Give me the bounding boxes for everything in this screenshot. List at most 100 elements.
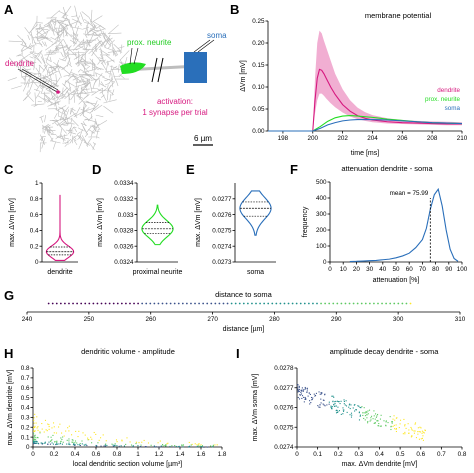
violin-proximal-neurite: 0.0324 0.0326 0.0328 0.033 0.0332 0.0334 proxi… [97,180,183,276]
scatter-point [393,424,395,426]
y-tick-label: 0.6 [21,385,30,392]
scatter-point [114,444,116,446]
scatter-point [59,443,62,445]
panel-label-f: F [290,162,298,177]
neurite-branch [46,128,50,133]
y-axis-label: max. ΔVm [mV] [97,198,104,247]
neurite-branch [113,51,117,57]
neurite-branch [62,142,69,144]
neurite-branch [57,21,69,26]
neurite-branch [94,130,100,133]
scatter-point [105,445,107,447]
violin-outline [239,190,272,236]
scatter-point [335,405,337,407]
neurite-branch [60,51,64,58]
neurite-branch [100,94,105,98]
y-axis-label: max. ΔVm [mV] [9,198,16,247]
neurite-branch [34,51,42,59]
scatter-point [143,439,145,442]
distance-point [214,302,217,305]
scatter-point [304,386,306,389]
scatter-point [44,441,46,443]
scatter-point [333,396,335,398]
scatter-point [97,442,99,444]
scatter-point [376,420,378,422]
distance-point [104,302,107,305]
neurite-branch [35,67,42,76]
neurite-branch [72,73,85,81]
distance-point [246,302,249,305]
neurite-branch [28,24,38,34]
scatter-point [343,403,345,405]
scatter-point [404,425,406,427]
scatter-point [47,443,49,445]
scatter-point [322,399,324,401]
neurite-branch [94,48,99,52]
scatter-point [311,399,313,401]
scatter-point [310,402,312,404]
neurite-branch [61,64,69,71]
distance-point [242,302,245,305]
x-tick-label: 250 [84,316,95,323]
scatter-point [395,428,397,430]
scatter-point [323,399,325,401]
scatter-point [321,392,323,394]
scatter-point [37,429,39,431]
scatter-point [140,444,142,446]
scatter-point [352,407,354,409]
scatter-point [214,444,216,446]
neurite-branch [81,122,86,132]
neurite-branch [89,104,100,114]
scatter-point [391,422,393,424]
neurite-branch [53,96,58,110]
scatter-point [367,422,369,424]
scatter-point [350,416,353,418]
panel-label-i: I [236,346,240,361]
scatter-point [111,443,113,445]
distance-point [234,302,237,305]
scatter-point [116,445,118,447]
panel-label-b: B [230,2,239,17]
neurite-branch [61,53,71,61]
pointer-soma-1 [193,39,211,53]
scatter-point [169,445,171,448]
scatter-point [318,391,320,393]
scatter-point [421,432,423,434]
y-tick-label: 0.5 [21,395,30,402]
scatter-point [420,427,422,429]
neurite-branch [45,49,52,62]
scatter-point [340,413,342,415]
distance-point [185,302,188,305]
neurite-branch [22,78,30,92]
neurite-branch [43,93,52,104]
neurite-branch [44,115,47,123]
scatter-point [394,419,396,421]
neurite-branch [67,48,79,51]
x-tick-label: 310 [455,316,466,323]
scatter-point [398,427,400,429]
neurite-branch [95,72,105,78]
scatter-point [338,401,340,403]
x-tick-label: 0.8 [113,451,122,458]
scatter-point [385,421,387,423]
neurite-branch [104,37,111,48]
y-tick-label: 0.4 [30,228,39,235]
scatter-point [81,440,83,442]
neurite-branch [38,24,46,35]
scatter-point [408,432,410,434]
scatter-point [68,442,70,444]
neurite-branch [81,57,89,64]
neurite-branch [71,72,79,76]
scatter-point [74,444,76,446]
scatter-point [60,440,62,442]
neurite-branch [45,94,51,100]
distance-point [238,302,241,305]
scatter-point [319,406,321,408]
scatter-point [126,437,128,439]
neurite-branch [94,128,97,132]
scatter-point [424,429,426,432]
neurite-branch [95,96,102,101]
scatter-point [154,446,156,448]
neurite-branch [53,69,59,73]
neurite-branch [69,131,76,135]
